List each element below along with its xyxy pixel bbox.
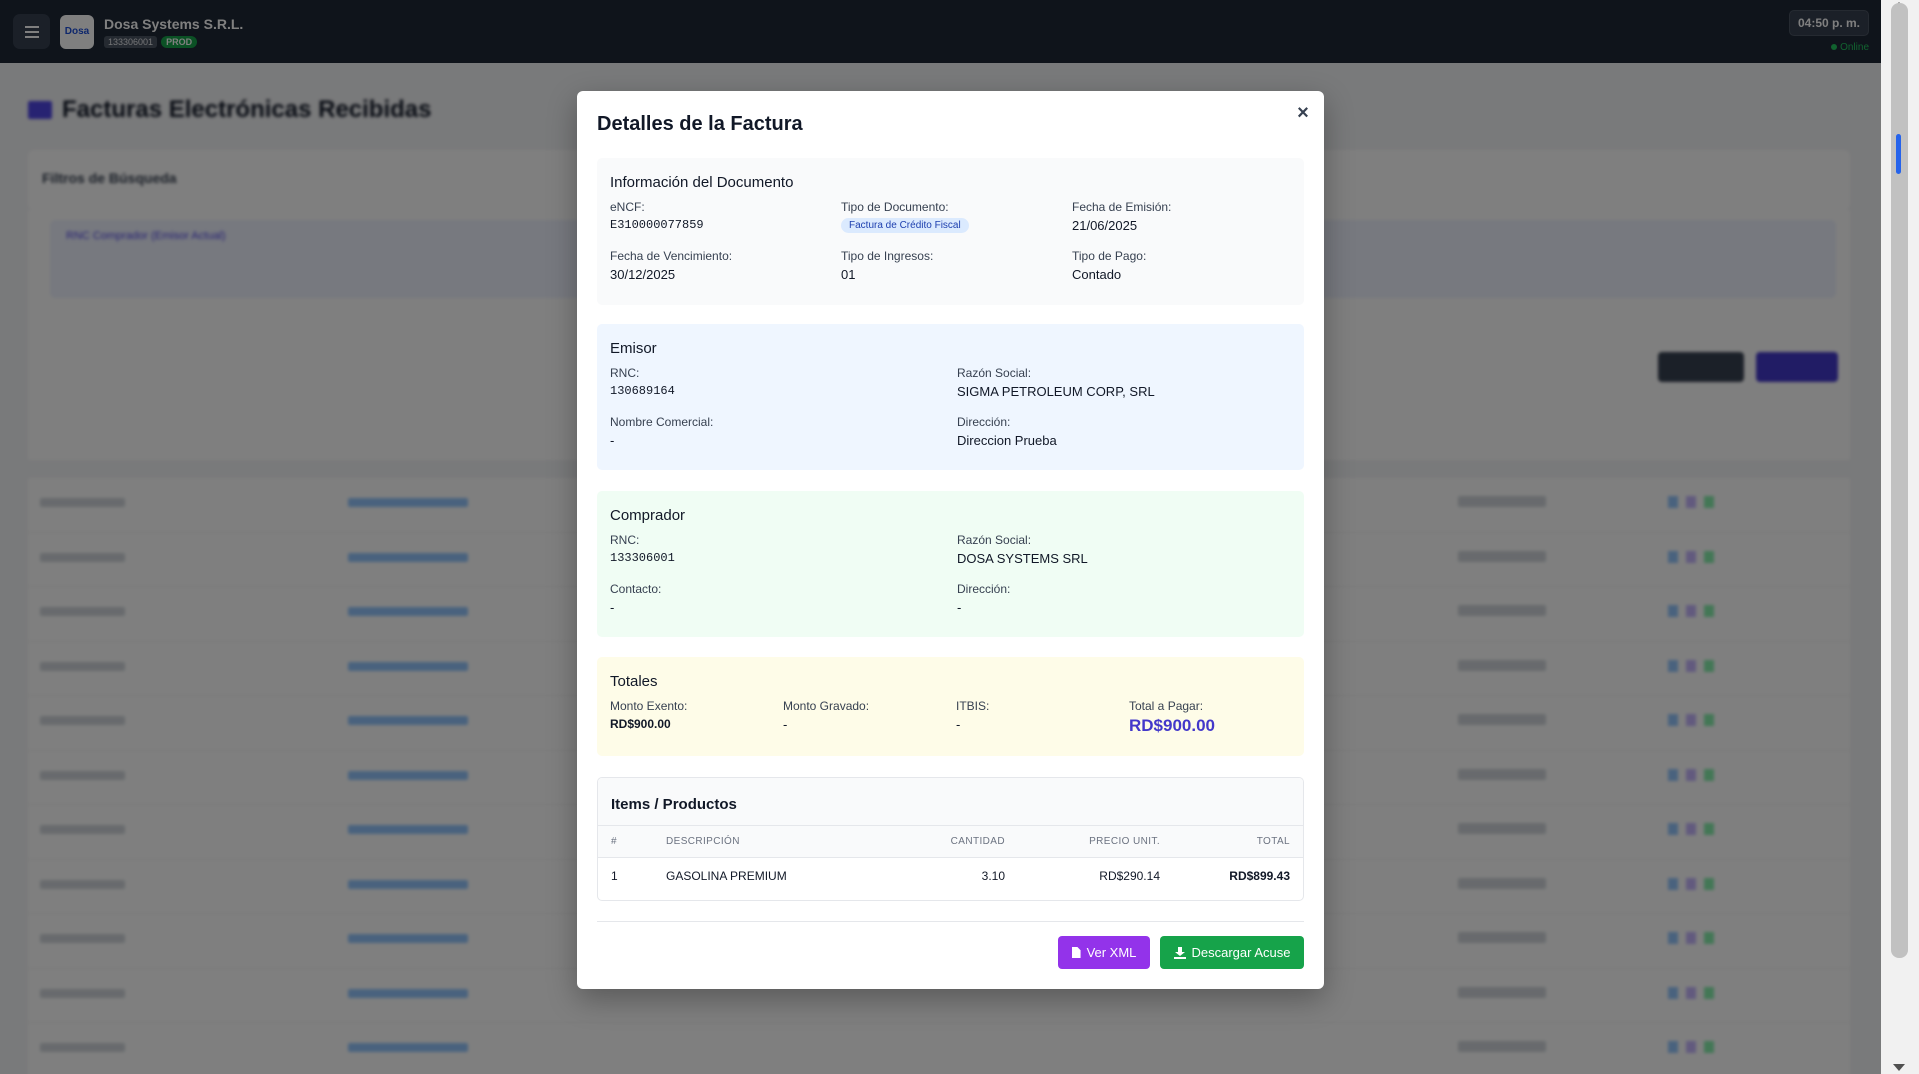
taxed-amount-label: Monto Gravado: [783,699,870,713]
issuer-section: Emisor RNC: 130689164 Razón Social: SIGM… [597,324,1304,470]
download-acuse-button[interactable]: Descargar Acuse [1160,936,1304,969]
totals-heading: Totales [610,673,658,690]
document-type-badge: Factura de Crédito Fiscal [841,218,969,233]
column-header: CANTIDAD [893,826,1018,858]
column-header: PRECIO UNIT. [1018,826,1173,858]
taxed-amount-value: - [783,717,788,732]
scroll-down-icon[interactable] [1893,1064,1905,1071]
totals-section: Totales Monto Exento: RD$900.00 Monto Gr… [597,657,1304,756]
issuer-address-label: Dirección: [957,415,1011,429]
table-row: 1 GASOLINA PREMIUM 3.10 RD$290.14 RD$899… [598,858,1303,895]
issuer-address-value: Direccion Prueba [957,433,1057,448]
column-header: TOTAL [1173,826,1303,858]
buyer-rnc-value: 133306001 [610,551,675,565]
due-date-value: 30/12/2025 [610,267,676,282]
issuer-name-value: SIGMA PETROLEUM CORP, SRL [957,384,1155,399]
download-acuse-label: Descargar Acuse [1191,945,1291,960]
item-number: 1 [611,869,618,883]
item-total: RD$899.43 [1229,869,1290,883]
scroll-position-marker [1896,134,1901,174]
encf-value: E310000077859 [610,218,704,232]
download-icon [1173,946,1186,959]
payment-type-label: Tipo de Pago: [1072,249,1147,263]
itbis-value: - [956,717,961,732]
issuer-rnc-label: RNC: [610,366,640,380]
buyer-address-label: Dirección: [957,582,1011,596]
income-type-value: 01 [841,267,856,282]
encf-label: eNCF: [610,200,645,214]
document-info-section: Información del Documento eNCF: E3100000… [597,158,1304,305]
issuer-trade-name-label: Nombre Comercial: [610,415,714,429]
total-label: Total a Pagar: [1129,699,1204,713]
close-icon[interactable]: × [1297,102,1309,124]
buyer-section: Comprador RNC: 133306001 Razón Social: D… [597,491,1304,637]
item-description: GASOLINA PREMIUM [666,869,787,883]
buyer-address-value: - [957,600,962,615]
itbis-label: ITBIS: [956,699,990,713]
issuer-name-label: Razón Social: [957,366,1032,380]
issuer-trade-name-value: - [610,433,615,448]
exempt-amount-label: Monto Exento: [610,699,688,713]
column-header: DESCRIPCIÓN [653,826,893,858]
payment-type-value: Contado [1072,267,1122,282]
view-xml-label: Ver XML [1086,945,1137,960]
issue-date-label: Fecha de Emisión: [1072,200,1172,214]
invoice-details-modal: Detalles de la Factura × Información del… [577,91,1324,989]
issue-date-value: 21/06/2025 [1072,218,1138,233]
total-value: RD$900.00 [1129,716,1216,735]
items-section: Items / Productos # DESCRIPCIÓN CANTIDAD… [597,777,1304,901]
buyer-contact-value: - [610,600,615,615]
issuer-heading: Emisor [610,340,657,357]
buyer-name-value: DOSA SYSTEMS SRL [957,551,1088,566]
document-type-label: Tipo de Documento: [841,200,949,214]
exempt-amount-value: RD$900.00 [610,717,671,731]
item-unit-price: RD$290.14 [1099,869,1160,883]
items-heading: Items / Productos [598,778,1303,826]
buyer-heading: Comprador [610,507,686,524]
column-header: # [598,826,653,858]
scrollbar-thumb[interactable] [1891,3,1908,958]
income-type-label: Tipo de Ingresos: [841,249,934,263]
buyer-contact-label: Contacto: [610,582,662,596]
buyer-rnc-label: RNC: [610,533,640,547]
document-info-heading: Información del Documento [610,174,794,191]
view-xml-button[interactable]: Ver XML [1058,936,1150,969]
file-icon [1071,947,1081,958]
buyer-name-label: Razón Social: [957,533,1032,547]
item-quantity: 3.10 [981,869,1005,883]
page-scrollbar[interactable] [1881,0,1919,1074]
modal-title: Detalles de la Factura [597,113,803,135]
items-table: # DESCRIPCIÓN CANTIDAD PRECIO UNIT. TOTA… [598,826,1303,894]
due-date-label: Fecha de Vencimiento: [610,249,733,263]
footer-divider [597,921,1304,922]
issuer-rnc-value: 130689164 [610,384,675,398]
